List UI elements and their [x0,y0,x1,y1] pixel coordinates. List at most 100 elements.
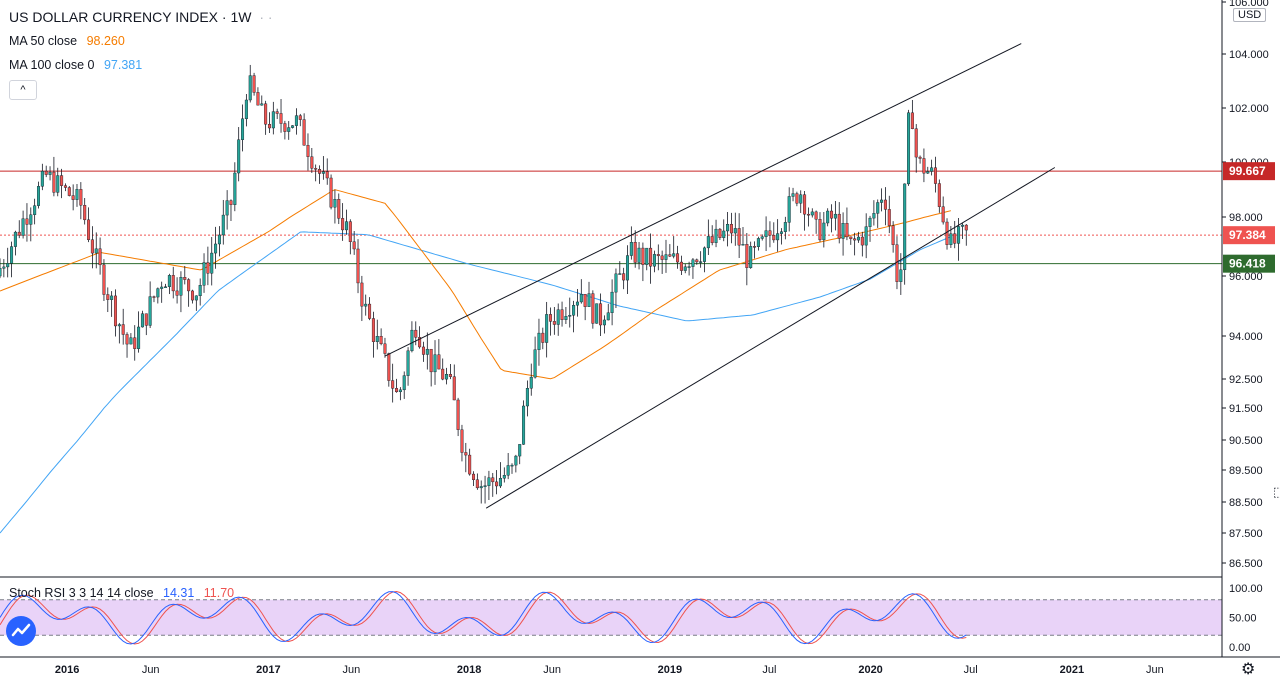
candle[interactable] [641,242,645,282]
candle[interactable] [425,332,429,370]
candle[interactable] [206,246,210,286]
candle[interactable] [179,271,183,313]
candle[interactable] [325,158,329,185]
candle[interactable] [664,239,668,273]
candle[interactable] [63,183,67,192]
candle[interactable] [110,291,114,317]
candle[interactable] [56,167,60,197]
candle[interactable] [375,319,379,350]
candle[interactable] [75,183,79,207]
candle[interactable] [891,221,895,253]
candle[interactable] [344,209,348,235]
candle[interactable] [880,188,884,212]
candle[interactable] [791,187,795,202]
candle[interactable] [13,230,17,256]
candle[interactable] [198,278,202,306]
candle[interactable] [487,470,491,501]
candle[interactable] [595,303,599,324]
candle[interactable] [710,225,714,246]
candle[interactable] [318,165,322,184]
candle[interactable] [44,165,48,178]
candle[interactable] [410,321,414,353]
legend-ma100[interactable]: MA 100 close 0 97.381 [9,58,142,72]
candle[interactable] [160,281,164,303]
candle[interactable] [264,100,268,135]
candle[interactable] [610,279,614,326]
candle[interactable] [333,189,337,224]
candle[interactable] [456,397,460,437]
candle[interactable] [660,250,664,274]
candle[interactable] [491,472,495,497]
candle[interactable] [564,306,568,325]
candle[interactable] [629,226,633,260]
candle[interactable] [329,174,333,210]
candle[interactable] [21,210,25,239]
candle[interactable] [683,263,687,274]
candle[interactable] [48,166,52,181]
candle[interactable] [937,179,941,213]
candle[interactable] [306,133,310,171]
candle[interactable] [25,203,29,242]
candle[interactable] [421,341,425,362]
candle[interactable] [545,301,549,358]
candle[interactable] [714,219,718,248]
candle[interactable] [225,190,229,230]
candle[interactable] [448,363,452,380]
candle[interactable] [229,199,233,222]
candle[interactable] [252,72,256,96]
candle[interactable] [787,187,791,232]
candle[interactable] [549,307,553,336]
candle[interactable] [287,121,291,140]
candle[interactable] [687,261,691,276]
candle[interactable] [799,190,803,214]
candle[interactable] [849,236,853,245]
candle[interactable] [803,191,807,231]
candle[interactable] [637,242,641,270]
candle[interactable] [183,265,187,285]
candle[interactable] [572,300,576,333]
candle[interactable] [464,442,468,473]
candle[interactable] [348,219,352,255]
candle[interactable] [691,257,695,279]
candle[interactable] [144,313,148,336]
gear-icon[interactable]: ⚙ [1241,661,1256,678]
candle[interactable] [676,245,680,269]
candle[interactable] [887,195,891,234]
candle[interactable] [841,212,845,256]
candle[interactable] [506,453,510,480]
candle[interactable] [248,64,252,103]
candle[interactable] [117,322,121,344]
candle[interactable] [164,283,168,288]
candle[interactable] [395,378,399,393]
candle[interactable] [314,164,318,182]
candle[interactable] [964,224,968,246]
channel-lower-line[interactable] [485,167,1056,509]
candle[interactable] [652,250,656,273]
candle[interactable] [371,311,375,358]
candle[interactable] [614,268,618,309]
candle[interactable] [587,281,591,307]
candle[interactable] [568,297,572,328]
candle[interactable] [749,241,753,269]
candle[interactable] [418,326,422,349]
candle[interactable] [810,208,814,218]
candle[interactable] [860,231,864,257]
candle[interactable] [795,191,799,207]
candles[interactable] [0,64,968,504]
candle[interactable] [602,315,606,334]
candle[interactable] [541,327,545,350]
candle[interactable] [29,207,33,242]
candle[interactable] [321,156,325,180]
candle[interactable] [779,228,783,245]
candle[interactable] [202,253,206,293]
candle[interactable] [113,289,117,337]
candle[interactable] [171,266,175,299]
candle[interactable] [907,109,911,186]
candle[interactable] [591,290,595,329]
tradingview-logo-icon[interactable] [6,616,36,646]
candle[interactable] [814,210,818,234]
candle[interactable] [137,311,141,353]
candle[interactable] [833,201,837,231]
candle[interactable] [256,87,260,106]
candle[interactable] [649,233,653,284]
